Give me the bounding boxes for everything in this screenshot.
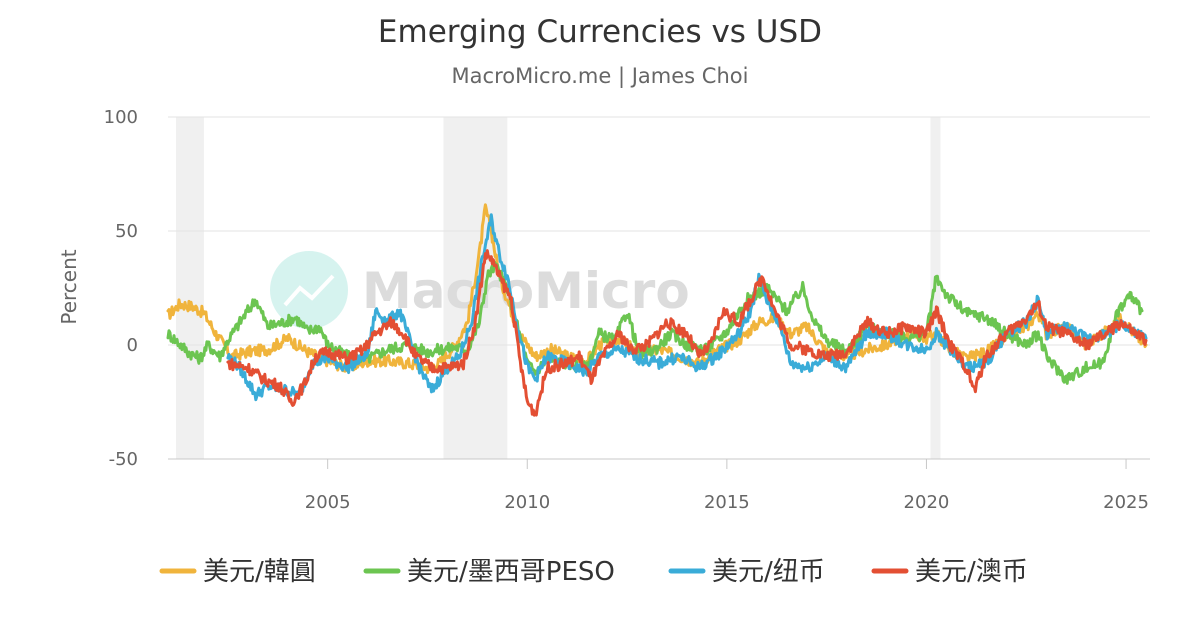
watermark-text: MacroMicro bbox=[362, 262, 690, 320]
y-tick-label: 50 bbox=[115, 221, 138, 242]
series-line bbox=[226, 249, 1148, 417]
watermark-logo-circle bbox=[270, 251, 348, 329]
legend-label[interactable]: 美元/韓圓 bbox=[203, 557, 316, 587]
series-line bbox=[226, 213, 1148, 402]
legend-label[interactable]: 美元/墨西哥PESO bbox=[407, 557, 615, 587]
chart-title: Emerging Currencies vs USD bbox=[377, 14, 823, 50]
series-lines bbox=[166, 203, 1148, 417]
y-tick-label: 100 bbox=[104, 107, 138, 128]
shaded-period bbox=[175, 117, 204, 459]
legend-label[interactable]: 美元/澳币 bbox=[915, 557, 1028, 587]
chart-subtitle: MacroMicro.me | James Choi bbox=[451, 64, 749, 88]
legend-label[interactable]: 美元/纽币 bbox=[712, 557, 825, 587]
y-axis-title: Percent bbox=[57, 249, 81, 324]
x-axis: 2005 2010 2015 2020 2025 bbox=[168, 458, 1150, 513]
x-tick-label: 2025 bbox=[1103, 492, 1149, 513]
y-tick-label: 0 bbox=[127, 335, 138, 356]
x-tick-label: 2015 bbox=[704, 492, 750, 513]
watermark-logo-mark bbox=[283, 274, 335, 307]
watermark: MacroMicro bbox=[270, 251, 690, 329]
legend: 美元/韓圓 美元/墨西哥PESO 美元/纽币 美元/澳币 bbox=[159, 557, 1028, 587]
x-tick-label: 2010 bbox=[504, 492, 550, 513]
x-tick-label: 2020 bbox=[904, 492, 950, 513]
y-axis: -50 0 50 100 bbox=[104, 107, 138, 470]
x-tick-label: 2005 bbox=[305, 492, 351, 513]
y-tick-label: -50 bbox=[109, 449, 138, 470]
